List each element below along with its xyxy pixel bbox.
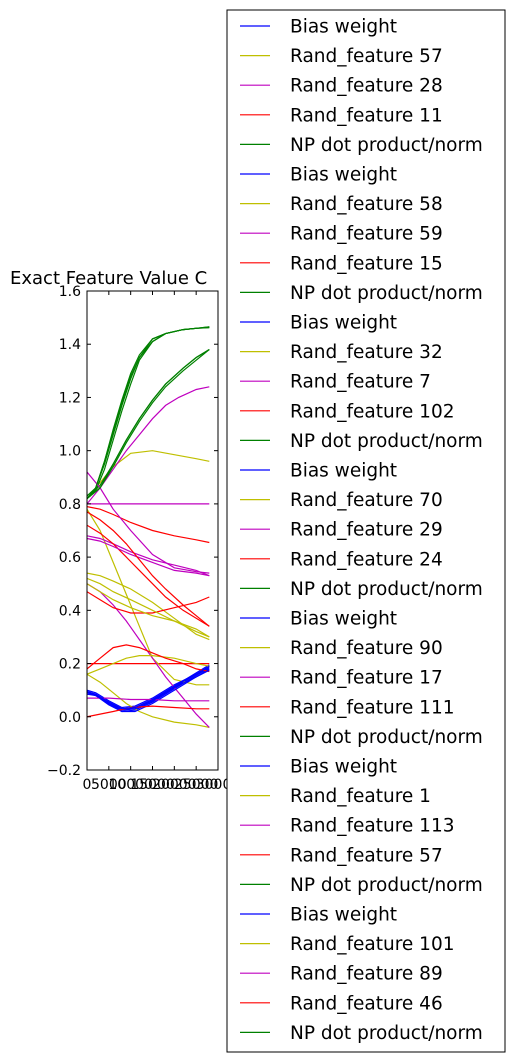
series-line-23 [87, 644, 210, 673]
legend-label: Rand_feature 7 [290, 372, 431, 393]
legend-label: Bias weight [290, 905, 397, 926]
legend-label: Rand_feature 90 [290, 638, 443, 659]
legend-label: NP dot product/norm [290, 875, 483, 896]
series-line-31 [87, 577, 210, 638]
legend-label: Rand_feature 113 [290, 816, 455, 837]
series-line-7 [87, 386, 210, 505]
legend: Bias weight Rand_feature 57 Rand_feature 2… [226, 9, 506, 1053]
legend-label: Rand_feature 89 [290, 964, 443, 985]
y-tick-label: 0.6 [59, 550, 81, 566]
legend-label: Bias weight [290, 313, 397, 334]
y-tick-label: 0.8 [59, 497, 81, 513]
x-tick-label: 15000 [130, 777, 175, 793]
y-tick-label: 1.0 [59, 444, 81, 460]
x-tick-label: 5000 [91, 777, 127, 793]
legend-label: Rand_feature 17 [290, 668, 443, 689]
series-line-12 [87, 535, 210, 577]
y-tick-label: 0.0 [59, 710, 81, 726]
legend-label: NP dot product/norm [290, 431, 483, 452]
legend-label: Rand_feature 28 [290, 76, 443, 97]
chart-title: Exact Feature Value C [10, 268, 207, 289]
series-line-28 [87, 705, 210, 718]
series-line-27 [87, 471, 210, 574]
series-line-11 [87, 572, 210, 641]
legend-label: Rand_feature 29 [290, 520, 443, 541]
x-tick-label: 25000 [174, 777, 219, 793]
y-tick-label: 1.2 [59, 390, 81, 406]
legend-label: NP dot product/norm [290, 1023, 483, 1044]
series-line-19 [87, 349, 210, 500]
series-line-1 [87, 450, 210, 499]
legend-label: Rand_feature 11 [290, 105, 443, 126]
series-line-26 [87, 583, 210, 638]
y-tick-label: 0.4 [59, 603, 81, 619]
series-line-33 [87, 511, 210, 627]
y-tick-label: 1.4 [59, 337, 81, 353]
plot-area: −0.2 0.0 0.2 0.4 0.6 0.8 1.0 1.2 1.4 1.6 0 50001000… [47, 284, 240, 793]
legend-label: Rand_feature 70 [290, 490, 443, 511]
legend-box [226, 9, 506, 1053]
legend-label: Rand_feature 101 [290, 934, 455, 955]
legend-label: NP dot product/norm [290, 579, 483, 600]
series-line-17 [87, 583, 210, 728]
legend-label: Bias weight [290, 609, 397, 630]
legend-label: Rand_feature 102 [290, 401, 455, 422]
legend-label: NP dot product/norm [290, 283, 483, 304]
x-tick-label: 10000 [108, 777, 153, 793]
x-tick-label: 20000 [152, 777, 197, 793]
legend-label: Rand_feature 111 [290, 697, 455, 718]
series-line-16 [87, 673, 210, 728]
legend-label: Rand_feature 57 [290, 46, 443, 67]
legend-label: Rand_feature 46 [290, 993, 443, 1014]
legend-label: Rand_feature 57 [290, 845, 443, 866]
series-group [87, 326, 210, 728]
legend-label: Rand_feature 59 [290, 224, 443, 245]
series-line-8 [87, 506, 210, 544]
legend-label: Bias weight [290, 461, 397, 482]
legend-label: Bias weight [290, 165, 397, 186]
legend-label: NP dot product/norm [290, 135, 483, 156]
legend-label: Rand_feature 15 [290, 253, 443, 274]
series-line-29 [87, 348, 210, 500]
y-tick-label: 1.6 [59, 284, 81, 300]
series-line-13 [87, 524, 210, 627]
legend-label: Rand_feature 58 [290, 194, 443, 215]
legend-label: NP dot product/norm [290, 727, 483, 748]
legend-label: Rand_feature 24 [290, 549, 443, 570]
legend-label: Rand_feature 32 [290, 342, 443, 363]
y-tick-label: −0.2 [47, 763, 81, 779]
x-tick-label: 0 [83, 777, 92, 793]
series-line-34 [87, 326, 210, 499]
series-line-6 [87, 508, 210, 686]
y-tick-label: 0.2 [59, 657, 81, 673]
series-line-18 [87, 591, 210, 614]
series-line-21 [87, 654, 210, 675]
legend-label: Bias weight [290, 17, 397, 38]
series-line-25 [87, 669, 210, 710]
legend-label: Rand_feature 1 [290, 786, 431, 807]
series-line-30 [87, 665, 210, 710]
legend-label: Bias weight [290, 757, 397, 778]
series-line-32 [87, 537, 210, 577]
